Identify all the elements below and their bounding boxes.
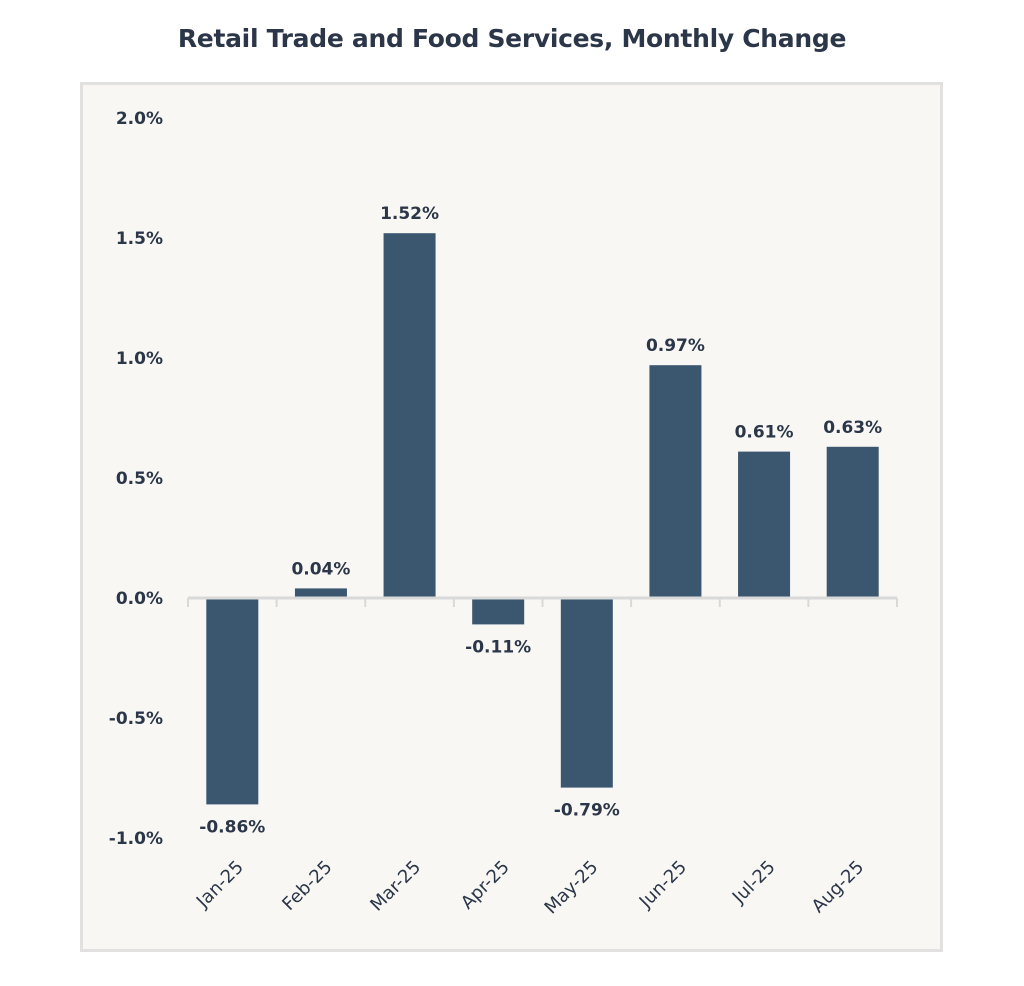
y-tick-label: 2.0% [116, 109, 163, 129]
category-label: Aug-25 [808, 857, 868, 917]
category-label: May-25 [541, 857, 603, 919]
bar [294, 588, 347, 598]
data-label: 1.52% [380, 204, 439, 224]
bar [383, 233, 436, 598]
category-label: Mar-25 [366, 857, 425, 916]
y-tick-label: 1.0% [116, 349, 163, 369]
y-tick-label: -1.0% [109, 829, 163, 849]
chart-panel [80, 82, 943, 952]
data-label: -0.86% [199, 817, 265, 837]
category-label: Jun-25 [635, 857, 691, 913]
category-label: Feb-25 [278, 857, 336, 915]
y-axis: 2.0% 1.5% 1.0% 0.5% 0.0% -0.5% -1.0% [109, 109, 163, 849]
category-label: Jul-25 [728, 857, 780, 909]
bar [738, 451, 791, 598]
y-tick-label: 0.0% [116, 589, 163, 609]
chart-title: Retail Trade and Food Services, Monthly … [177, 24, 847, 53]
data-label: -0.11% [465, 637, 531, 657]
y-tick-label: -0.5% [109, 709, 163, 729]
y-tick-label: 0.5% [116, 469, 163, 489]
category-label: Apr-25 [457, 857, 514, 914]
data-label: -0.79% [554, 801, 620, 821]
data-label: 0.97% [646, 336, 705, 356]
data-label: 0.61% [735, 423, 794, 443]
data-label: 0.63% [823, 418, 882, 438]
x-axis [187, 596, 898, 607]
bar [472, 598, 525, 625]
y-tick-label: 1.5% [116, 229, 163, 249]
bar [560, 598, 613, 788]
data-label: 0.04% [291, 559, 350, 579]
bar [826, 446, 879, 598]
bar [649, 365, 702, 598]
category-labels: Jan-25 Feb-25 Mar-25 Apr-25 May-25 Jun-25 Jul-… [192, 857, 868, 919]
bar [206, 598, 259, 805]
category-label: Jan-25 [192, 857, 248, 913]
data-labels: -0.86% 0.04% 1.52% -0.11% -0.79% 0.97% 0.61% 0.… [199, 204, 882, 837]
bars [206, 233, 879, 805]
